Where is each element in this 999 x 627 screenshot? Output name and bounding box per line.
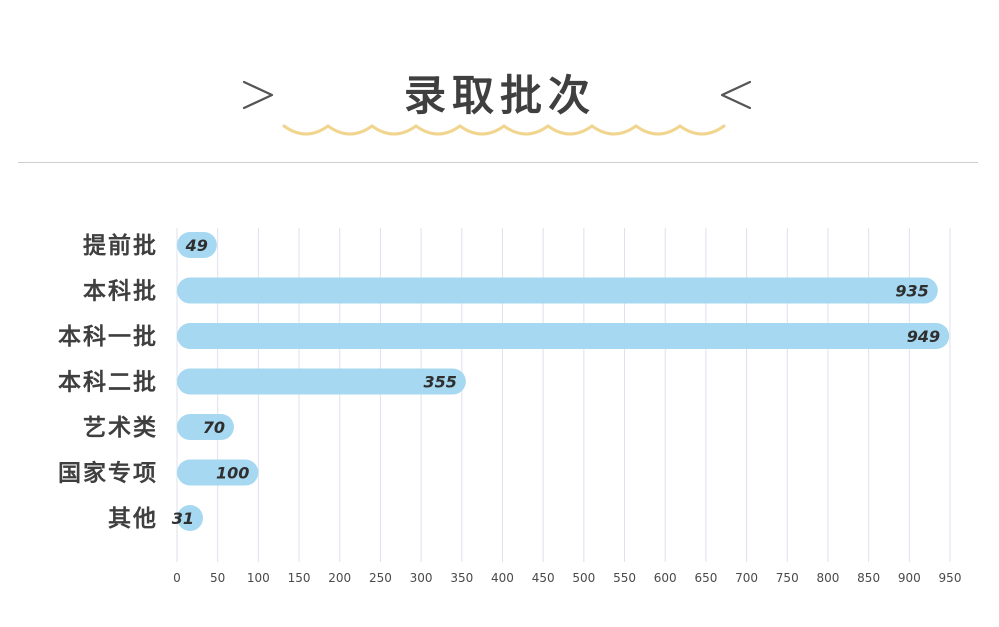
category-label: 本科一批 bbox=[58, 324, 158, 350]
x-tick-label: 400 bbox=[491, 571, 514, 585]
x-tick-label: 0 bbox=[173, 571, 181, 585]
wave-decoration bbox=[282, 124, 726, 136]
x-tick-label: 250 bbox=[369, 571, 392, 585]
bar bbox=[177, 459, 259, 486]
bar bbox=[177, 505, 203, 531]
x-tick-label: 800 bbox=[816, 571, 839, 585]
data-label: 949 bbox=[907, 327, 940, 346]
x-tick-label: 450 bbox=[532, 571, 555, 585]
category-label: 艺术类 bbox=[83, 415, 158, 441]
x-tick-label: 150 bbox=[288, 571, 311, 585]
category-label: 本科批 bbox=[83, 279, 158, 305]
category-label: 其他 bbox=[108, 506, 158, 532]
x-tick-label: 900 bbox=[898, 571, 921, 585]
x-tick-label: 50 bbox=[210, 571, 225, 585]
x-tick-label: 500 bbox=[572, 571, 595, 585]
x-tick-label: 300 bbox=[410, 571, 433, 585]
x-tick-label: 600 bbox=[654, 571, 677, 585]
x-tick-label: 100 bbox=[247, 571, 270, 585]
data-label: 100 bbox=[216, 464, 249, 483]
data-label: 935 bbox=[895, 282, 928, 301]
bar bbox=[177, 232, 217, 258]
x-tick-label: 950 bbox=[939, 571, 962, 585]
x-tick-label: 350 bbox=[450, 571, 473, 585]
bar bbox=[177, 368, 466, 395]
category-label: 提前批 bbox=[83, 232, 158, 259]
x-tick-label: 200 bbox=[328, 571, 351, 585]
chevron-left-icon bbox=[720, 80, 752, 110]
chevron-right-icon bbox=[242, 80, 274, 110]
bar bbox=[177, 277, 938, 304]
bar bbox=[177, 323, 950, 349]
x-tick-label: 850 bbox=[857, 571, 880, 585]
data-label: 49 bbox=[185, 236, 208, 255]
data-label: 70 bbox=[203, 418, 225, 437]
data-label: 31 bbox=[172, 509, 194, 528]
x-tick-label: 650 bbox=[694, 571, 717, 585]
category-label: 国家专项 bbox=[58, 460, 158, 487]
category-label: 本科二批 bbox=[58, 370, 158, 396]
data-label: 355 bbox=[423, 373, 456, 392]
x-tick-label: 750 bbox=[776, 571, 799, 585]
bar bbox=[177, 414, 234, 440]
x-tick-label: 550 bbox=[613, 571, 636, 585]
page-title: 录取批次 bbox=[403, 71, 596, 120]
header-divider bbox=[18, 162, 978, 163]
x-tick-label: 700 bbox=[735, 571, 758, 585]
header: 录取批次 bbox=[0, 0, 999, 165]
